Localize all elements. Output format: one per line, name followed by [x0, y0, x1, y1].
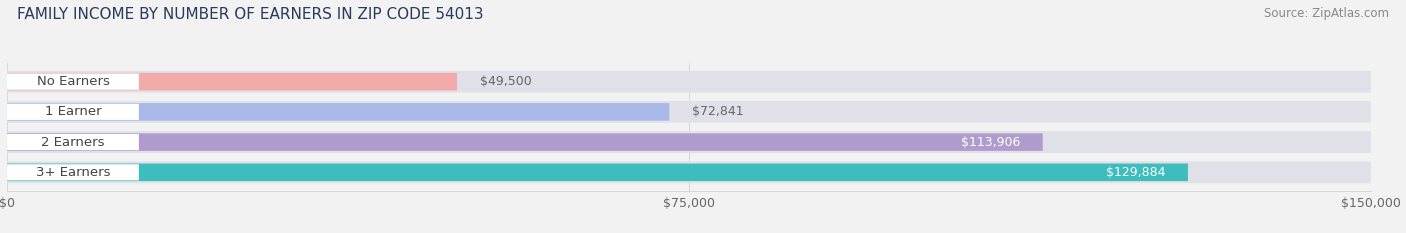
Text: $113,906: $113,906 — [960, 136, 1019, 149]
FancyBboxPatch shape — [7, 164, 1188, 181]
Text: 3+ Earners: 3+ Earners — [35, 166, 110, 179]
Text: Source: ZipAtlas.com: Source: ZipAtlas.com — [1264, 7, 1389, 20]
Text: $129,884: $129,884 — [1105, 166, 1166, 179]
FancyBboxPatch shape — [7, 104, 139, 120]
FancyBboxPatch shape — [7, 74, 139, 90]
Text: $72,841: $72,841 — [692, 105, 744, 118]
FancyBboxPatch shape — [7, 164, 139, 180]
FancyBboxPatch shape — [7, 131, 1371, 153]
FancyBboxPatch shape — [7, 103, 669, 121]
FancyBboxPatch shape — [7, 161, 1371, 183]
FancyBboxPatch shape — [7, 133, 1043, 151]
FancyBboxPatch shape — [7, 101, 1371, 123]
Text: $49,500: $49,500 — [479, 75, 531, 88]
FancyBboxPatch shape — [7, 73, 457, 90]
Text: 1 Earner: 1 Earner — [45, 105, 101, 118]
FancyBboxPatch shape — [7, 134, 139, 150]
FancyBboxPatch shape — [7, 71, 1371, 93]
Text: 2 Earners: 2 Earners — [41, 136, 104, 149]
Text: FAMILY INCOME BY NUMBER OF EARNERS IN ZIP CODE 54013: FAMILY INCOME BY NUMBER OF EARNERS IN ZI… — [17, 7, 484, 22]
Text: No Earners: No Earners — [37, 75, 110, 88]
